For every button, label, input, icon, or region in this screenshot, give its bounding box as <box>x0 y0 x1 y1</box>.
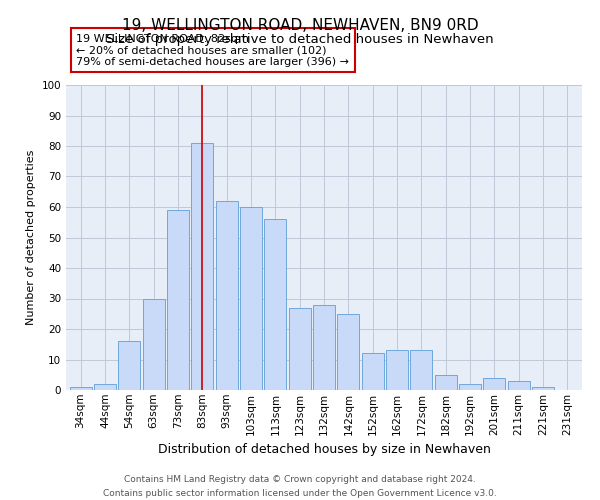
Bar <box>410 350 433 390</box>
Bar <box>313 304 335 390</box>
Bar <box>167 210 189 390</box>
Text: Size of property relative to detached houses in Newhaven: Size of property relative to detached ho… <box>106 32 494 46</box>
Bar <box>459 384 481 390</box>
Text: 19, WELLINGTON ROAD, NEWHAVEN, BN9 0RD: 19, WELLINGTON ROAD, NEWHAVEN, BN9 0RD <box>122 18 478 32</box>
Bar <box>70 387 92 390</box>
Bar <box>118 341 140 390</box>
Bar <box>484 378 505 390</box>
Bar <box>386 350 408 390</box>
Y-axis label: Number of detached properties: Number of detached properties <box>26 150 36 325</box>
Bar <box>191 143 213 390</box>
Text: 19 WELLINGTON ROAD: 82sqm
← 20% of detached houses are smaller (102)
79% of semi: 19 WELLINGTON ROAD: 82sqm ← 20% of detac… <box>76 34 349 66</box>
Bar <box>508 381 530 390</box>
Bar <box>435 375 457 390</box>
Bar <box>94 384 116 390</box>
Bar <box>337 314 359 390</box>
Text: Contains HM Land Registry data © Crown copyright and database right 2024.
Contai: Contains HM Land Registry data © Crown c… <box>103 476 497 498</box>
Bar <box>265 219 286 390</box>
Bar <box>240 207 262 390</box>
X-axis label: Distribution of detached houses by size in Newhaven: Distribution of detached houses by size … <box>158 443 490 456</box>
Bar <box>532 387 554 390</box>
Bar <box>289 308 311 390</box>
Bar <box>143 298 164 390</box>
Bar <box>215 201 238 390</box>
Bar <box>362 354 383 390</box>
